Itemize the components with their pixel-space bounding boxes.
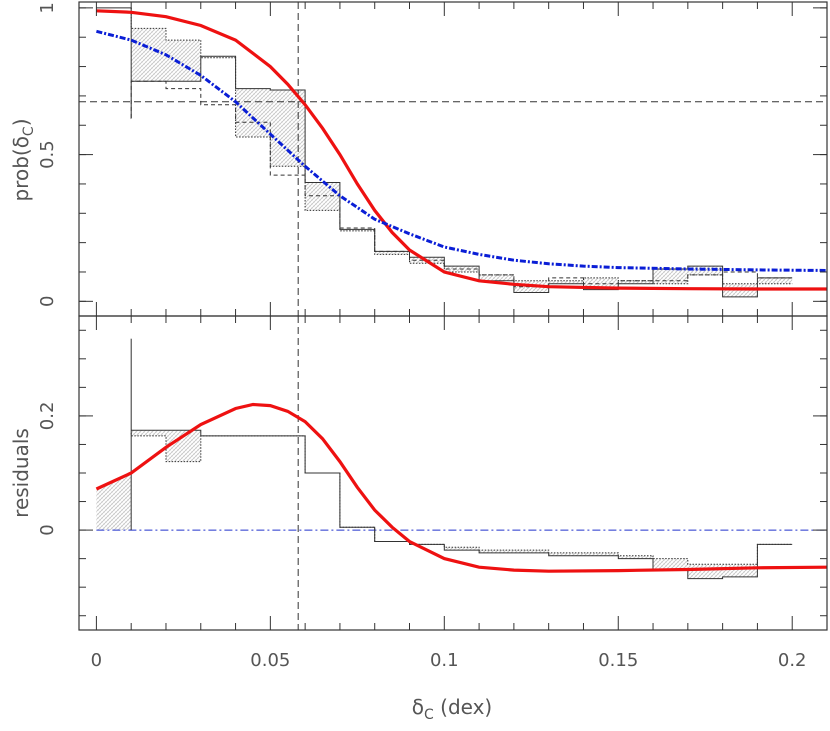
top-ylabel: prob(δC) <box>9 118 37 201</box>
xtick-label: 0.05 <box>250 650 290 671</box>
bottom-shaded-band-start <box>96 473 132 531</box>
xtick-label: 0 <box>91 650 102 671</box>
top-plot-area <box>79 2 827 316</box>
top-histogram-dotted <box>130 7 793 285</box>
top-ytick-label: 0.5 <box>37 140 58 169</box>
bottom-histogram-dotted <box>130 433 793 565</box>
top-histogram-dashed <box>130 80 793 288</box>
bottom-shaded-band <box>131 338 793 579</box>
bottom-ytick-label: 0.2 <box>37 402 58 431</box>
bottom-plot-area <box>95 316 827 630</box>
bottom-ytick-label: 0 <box>37 524 58 535</box>
bottom-histogram-solid <box>130 338 793 580</box>
probability-panel: 00.51 <box>37 1 828 317</box>
residuals-panel: 0 0.2 0 0.05 0.1 0.15 0.2 <box>37 315 828 671</box>
top-shaded-band <box>131 7 793 297</box>
top-ytick-label: 0 <box>37 296 58 307</box>
x-axis-label: δC (dex) <box>412 695 492 723</box>
bottom-ylabel: residuals <box>9 428 33 518</box>
top-red-model-curve <box>96 9 827 291</box>
xtick-label: 0.2 <box>778 650 807 671</box>
xtick-label: 0.1 <box>430 650 459 671</box>
top-ytick-label: 1 <box>37 2 58 13</box>
top-blue-model-curve <box>96 29 827 272</box>
bottom-red-model-curve <box>95 402 827 573</box>
xtick-label: 0.15 <box>598 650 638 671</box>
bottom-frame <box>78 315 828 631</box>
